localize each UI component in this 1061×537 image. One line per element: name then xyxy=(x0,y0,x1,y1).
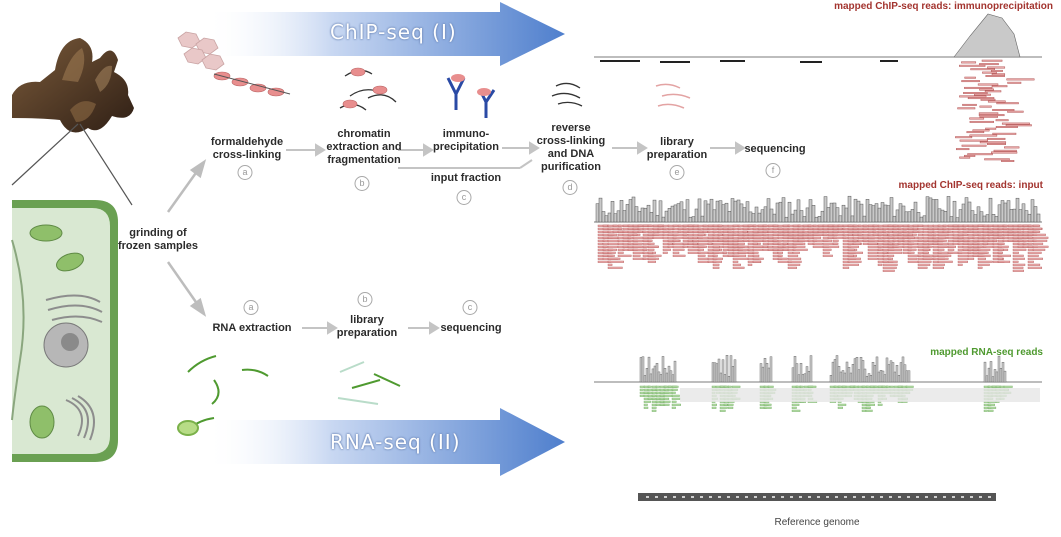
plant-bud-illustration xyxy=(12,38,134,133)
reference-genome-label: Reference genome xyxy=(774,517,860,528)
chip-step-3-label: immuno- precipitation xyxy=(432,128,500,153)
ip-reads xyxy=(955,59,1035,162)
chip-step-arrows xyxy=(286,141,746,169)
grinding-label: grinding of frozen samples xyxy=(117,227,199,252)
chip-step-1-marker: a xyxy=(237,165,253,180)
rna-step-2-label: library preparation xyxy=(336,314,398,339)
chip-step-2-label: chromatin extraction and fragmentation xyxy=(326,128,402,166)
chip-step-4-marker: d xyxy=(562,180,578,195)
grinding-arrows xyxy=(166,159,207,317)
chip-input-track xyxy=(594,195,1049,272)
dna-fragments-illustration xyxy=(551,82,583,107)
rna-step-arrows xyxy=(302,321,440,335)
chip-step-6-label: sequencing xyxy=(744,143,806,155)
ip-track-title: mapped ChIP-seq reads: immunoprecipitati… xyxy=(834,1,1053,12)
rna-coverage xyxy=(639,355,1007,383)
input-track-title: mapped ChIP-seq reads: input xyxy=(898,180,1043,191)
chip-step-3-marker: c xyxy=(456,190,472,205)
library-fragments-illustration xyxy=(655,83,691,109)
chip-step-5-label: library preparation xyxy=(646,136,708,161)
chip-seq-banner-label: ChIP-seq (I) xyxy=(330,20,457,44)
chromatin-illustration xyxy=(177,31,291,97)
ip-baseline-reads xyxy=(600,60,898,63)
chip-seq-arrow xyxy=(205,2,565,66)
rna-step-1-label: RNA extraction xyxy=(212,322,292,334)
rna-track-title: mapped RNA-seq reads xyxy=(930,347,1043,358)
input-fraction-label: input fraction xyxy=(430,172,502,184)
input-coverage xyxy=(595,195,1041,223)
rna-step-3-marker: c xyxy=(462,300,478,315)
rna-library-illustration xyxy=(337,361,401,405)
input-reads xyxy=(597,224,1049,272)
rna-step-3-label: sequencing xyxy=(440,322,502,334)
chip-step-6-marker: f xyxy=(765,163,781,178)
plant-cell-illustration xyxy=(11,200,118,462)
fragments-illustration xyxy=(339,67,397,111)
rna-seq-arrow xyxy=(205,408,565,476)
chip-step-2-marker: b xyxy=(354,176,370,191)
chip-step-5-marker: e xyxy=(669,165,685,180)
rna-seq-banner-label: RNA-seq (II) xyxy=(330,430,461,454)
chip-step-4-label: reverse cross-linking and DNA purificati… xyxy=(536,122,606,173)
rna-track xyxy=(594,355,1042,412)
rna-molecules-illustration xyxy=(177,355,269,436)
chip-ip-track xyxy=(594,13,1042,162)
rna-step-1-marker: a xyxy=(243,300,259,315)
chip-step-1-label: formaldehyde cross-linking xyxy=(210,136,284,161)
rna-step-2-marker: b xyxy=(357,292,373,307)
reference-genome-bar xyxy=(638,493,996,501)
immunoprecipitation-illustration xyxy=(446,74,496,118)
